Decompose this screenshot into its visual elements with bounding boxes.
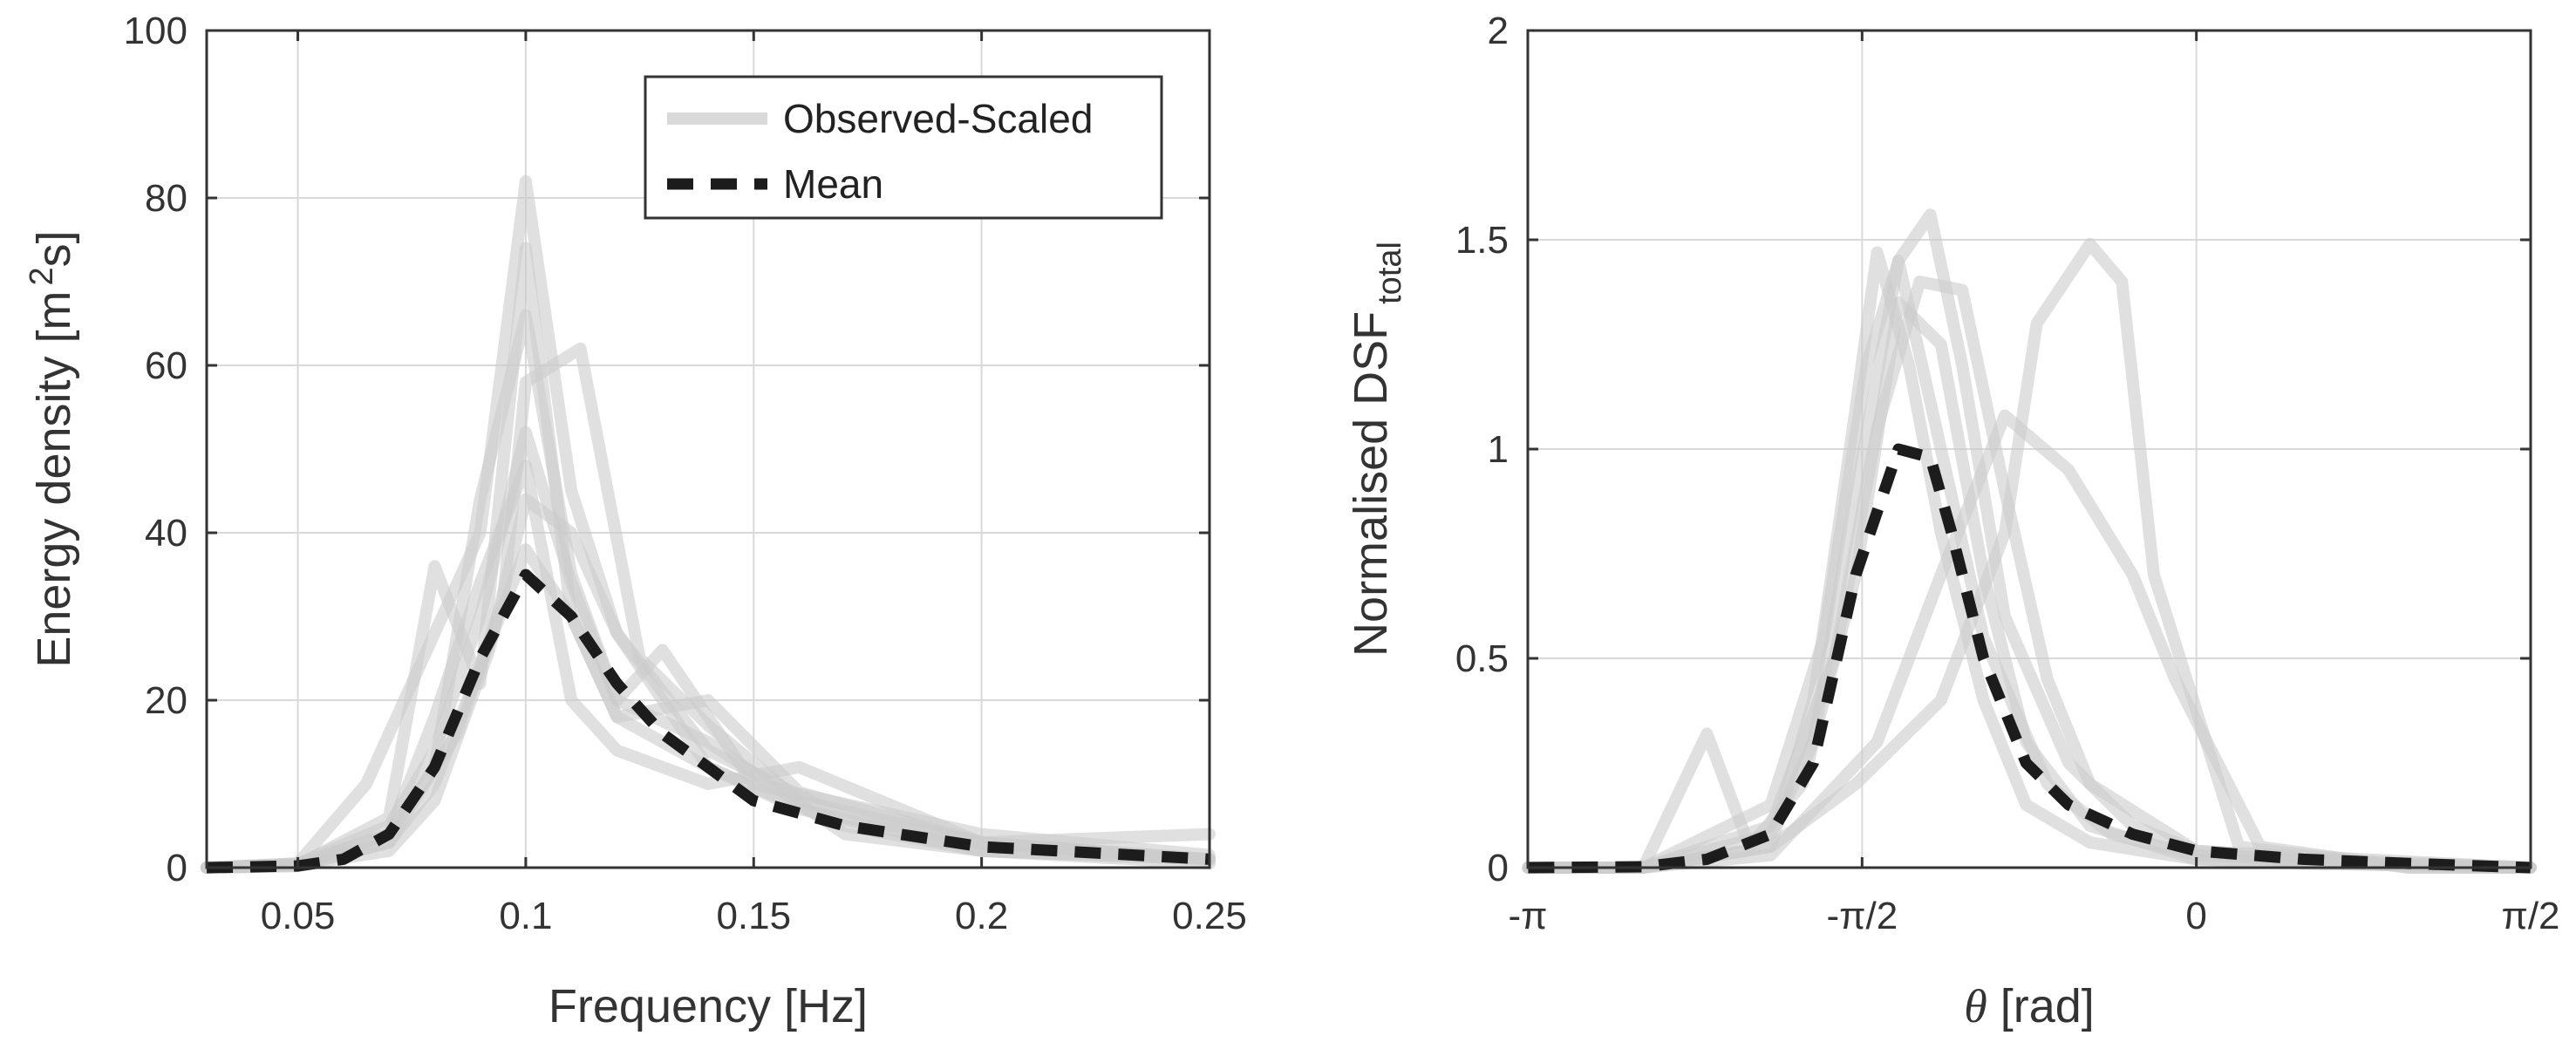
y-tick-label-dsf: 0.5 xyxy=(1455,637,1509,680)
mean-line-dsf xyxy=(1528,443,2532,874)
y-tick-labels-dsf: 0 0.5 1 1.5 2 xyxy=(1455,10,1509,889)
legend-observed-label: Observed-Scaled xyxy=(783,96,1093,141)
x-tick-label-dsf: -π/2 xyxy=(1826,895,1898,937)
observed-series-energy xyxy=(201,242,1216,874)
y-axis-label-dsf-sub: total xyxy=(1372,242,1408,304)
legend-box xyxy=(644,75,1163,220)
y-axis-label-dsf: Normalised DSF total xyxy=(1345,242,1408,657)
energy-density-chart: 0.05 0.1 0.15 0.2 0.25 0 20 40 60 80 100 Frequenc… xyxy=(24,10,1247,1032)
x-tick-label-dsf: π/2 xyxy=(2501,895,2559,937)
y-tick-label-dsf: 1 xyxy=(1488,428,1509,471)
y-tick-label-dsf: 1.5 xyxy=(1455,219,1509,262)
mean-line-energy xyxy=(206,569,1210,874)
y-tick-label-energy: 40 xyxy=(145,512,187,555)
x-tick-label-dsf: 0 xyxy=(2185,895,2206,937)
observed-series-dsf xyxy=(1522,255,2537,874)
observed-series-energy xyxy=(201,460,1216,874)
observed-series-dsf xyxy=(1522,296,2537,874)
y-tick-labels-energy: 0 20 40 60 80 100 xyxy=(124,10,187,889)
axes-box-energy xyxy=(205,29,1211,869)
y-axis-label-sup: 2 xyxy=(24,267,60,285)
x-tick-label-energy: 0.25 xyxy=(1172,895,1247,937)
ticks-energy xyxy=(207,29,1211,869)
legend: Observed-Scaled Mean xyxy=(644,75,1163,220)
y-axis-label-dsf-main: Normalised DSF xyxy=(1345,311,1397,657)
x-tick-labels-energy: 0.05 0.1 0.15 0.2 0.25 xyxy=(261,895,1247,937)
x-tick-label-energy: 0.2 xyxy=(955,895,1008,937)
x-tick-label-energy: 0.15 xyxy=(716,895,791,937)
x-axis-label-energy: Frequency [Hz] xyxy=(549,980,868,1032)
x-axis-label-dsf-tail: [rad] xyxy=(1987,980,2095,1032)
x-tick-labels-dsf: -π -π/2 0 π/2 xyxy=(1508,895,2559,937)
ticks-dsf xyxy=(1526,29,2532,869)
directional-spread-chart: -π -π/2 0 π/2 0 0.5 1 1.5 2 θ [rad] Normalised … xyxy=(1345,10,2560,1032)
x-tick-label-dsf: -π xyxy=(1508,895,1547,937)
y-tick-label-energy: 100 xyxy=(124,10,187,52)
y-tick-label-dsf: 0 xyxy=(1488,847,1509,889)
y-tick-label-energy: 0 xyxy=(167,847,187,889)
x-tick-label-energy: 0.05 xyxy=(261,895,336,937)
y-axis-label-tail: s] xyxy=(28,230,80,267)
y-tick-label-energy: 80 xyxy=(145,177,187,220)
y-tick-label-energy: 20 xyxy=(145,679,187,722)
theta-symbol: θ xyxy=(1964,980,1987,1032)
observed-series-energy xyxy=(201,493,1216,874)
observed-series-dsf xyxy=(1522,409,2537,874)
observed-series-energy xyxy=(201,543,1216,874)
legend-mean-label: Mean xyxy=(783,161,883,207)
y-axis-label-energy: Energy density [m 2s] xyxy=(24,230,80,667)
y-tick-label-energy: 60 xyxy=(145,344,187,387)
mean-series-dsf xyxy=(1528,443,2532,874)
observed-series-dsf xyxy=(1522,276,2537,874)
x-tick-label-energy: 0.1 xyxy=(499,895,552,937)
y-axis-label-main: Energy density [m xyxy=(28,290,80,667)
y-tick-label-dsf: 2 xyxy=(1488,10,1509,52)
mean-series-energy xyxy=(206,569,1210,874)
x-axis-label-dsf: θ [rad] xyxy=(1964,980,2095,1032)
